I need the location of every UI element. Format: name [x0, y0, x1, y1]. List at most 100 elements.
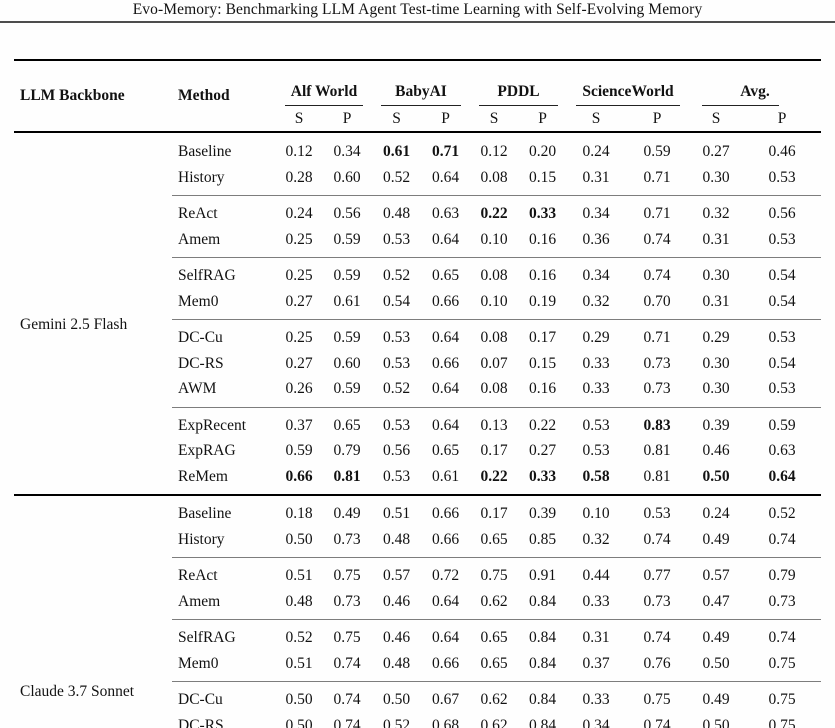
subcol-s: S — [372, 106, 421, 133]
metric-cell: 0.53 — [582, 442, 610, 459]
metric-cell: 0.75 — [625, 681, 690, 713]
metric-cell: 0.48 — [382, 530, 411, 548]
col-group-scienceworld: ScienceWorld — [567, 60, 689, 106]
metric-cell: 0.56 — [382, 442, 411, 459]
metric-cell: 0.74 — [333, 716, 361, 728]
metric-cell: 0.60 — [333, 354, 361, 372]
backbone-group: Claude 3.7 Sonnet Baseline 0.18 0.49 0.51 0.6… — [14, 494, 822, 728]
metric-cell: 0.74 — [743, 619, 822, 651]
metric-cell: 0.56 — [322, 195, 372, 227]
metric-cell: 0.74 — [643, 230, 671, 248]
metric-cell: 0.74 — [625, 257, 690, 289]
metric-cell: 0.49 — [689, 681, 744, 713]
table-row: SelfRAG 0.52 0.75 0.46 0.64 0.65 0.84 0.31 0.74 0… — [14, 619, 822, 651]
subcol-p: P — [322, 106, 372, 133]
metric-cell: 0.52 — [743, 494, 822, 527]
metric-cell: 0.81 — [643, 442, 671, 459]
paper-running-title: Evo-Memory: Benchmarking LLM Agent Test-… — [132, 1, 703, 18]
metric-cell: 0.54 — [382, 292, 411, 310]
metric-cell: 0.24 — [582, 143, 610, 160]
metric-cell: 0.74 — [643, 716, 671, 728]
metric-cell: 0.13 — [470, 406, 518, 438]
metric-cell: 0.36 — [582, 230, 610, 248]
results-table: LLM Backbone Method Alf World BabyAI PDD… — [14, 59, 822, 728]
metric-cell: 0.65 — [470, 619, 518, 651]
metric-cell: 0.84 — [518, 619, 568, 651]
method-cell: Mem0 — [178, 654, 219, 672]
metric-cell: 0.08 — [480, 168, 508, 186]
metric-cell: 0.53 — [382, 467, 411, 485]
method-cell: History — [178, 530, 225, 548]
metric-cell: 0.34 — [582, 716, 610, 728]
metric-cell: 0.25 — [285, 230, 313, 248]
metric-cell: 0.66 — [431, 530, 460, 548]
metric-cell: 0.64 — [431, 168, 460, 186]
metric-cell: 0.18 — [276, 494, 322, 527]
col-group-babyai: BabyAI — [372, 60, 470, 106]
metric-cell: 0.61 — [333, 292, 361, 310]
metric-cell: 0.61 — [382, 143, 411, 160]
metric-cell: 0.39 — [689, 406, 744, 438]
metric-cell: 0.53 — [625, 494, 690, 527]
table-row: History 0.50 0.73 0.48 0.66 0.65 0.85 0.32 0.74 0… — [14, 527, 821, 558]
table-row: DC-RS 0.27 0.60 0.53 0.66 0.07 0.15 0.33 0.73 0.3… — [14, 351, 821, 377]
metric-cell: 0.33 — [528, 467, 557, 485]
method-cell: DC-RS — [178, 354, 224, 372]
metric-cell: 0.85 — [528, 530, 557, 548]
metric-cell: 0.64 — [421, 319, 470, 351]
metric-cell: 0.30 — [689, 257, 744, 289]
metric-cell: 0.50 — [276, 681, 322, 713]
metric-cell: 0.39 — [518, 494, 568, 527]
metric-cell: 0.53 — [372, 406, 421, 438]
metric-cell: 0.71 — [431, 143, 460, 160]
group-label-avg: Avg. — [740, 83, 770, 100]
metric-cell: 0.33 — [582, 354, 610, 372]
metric-cell: 0.16 — [528, 380, 557, 397]
metric-cell: 0.50 — [285, 530, 313, 548]
table-row: DC-Cu 0.25 0.59 0.53 0.64 0.08 0.17 0.29 0.71 0.2… — [14, 319, 822, 351]
metric-cell: 0.62 — [480, 592, 508, 610]
col-header-llm-backbone: LLM Backbone — [14, 60, 172, 133]
metric-cell: 0.51 — [276, 557, 322, 589]
metric-cell: 0.07 — [480, 354, 508, 372]
metric-cell: 0.73 — [643, 354, 671, 372]
metric-cell: 0.64 — [431, 230, 460, 248]
metric-cell: 0.50 — [285, 716, 313, 728]
method-cell: Baseline — [172, 494, 276, 527]
metric-cell: 0.17 — [480, 442, 508, 459]
metric-cell: 0.48 — [382, 654, 411, 672]
metric-cell: 0.48 — [372, 195, 421, 227]
metric-cell: 0.12 — [480, 143, 508, 160]
metric-cell: 0.53 — [382, 230, 411, 248]
backbone-label: Gemini 2.5 Flash — [20, 315, 128, 333]
metric-cell: 0.10 — [480, 292, 508, 310]
metric-cell: 0.33 — [582, 380, 610, 397]
method-cell: Baseline — [178, 143, 232, 160]
method-cell: DC-RS — [178, 716, 224, 728]
metric-cell: 0.16 — [518, 257, 568, 289]
metric-cell: 0.29 — [567, 319, 626, 351]
metric-cell: 0.63 — [768, 442, 796, 459]
metric-cell: 0.49 — [689, 619, 744, 651]
metric-cell: 0.22 — [518, 406, 568, 438]
subcol-s: S — [689, 106, 744, 133]
metric-cell: 0.72 — [421, 557, 470, 589]
metric-cell: 0.65 — [480, 654, 508, 672]
table-row: DC-Cu 0.50 0.74 0.50 0.67 0.62 0.84 0.33 0.75 0.4… — [14, 681, 822, 713]
table-row: Mem0 0.51 0.74 0.48 0.66 0.65 0.84 0.37 0.76 0.50… — [14, 651, 821, 682]
metric-cell: 0.71 — [625, 319, 690, 351]
method-cell: Amem — [178, 592, 221, 610]
metric-cell: 0.65 — [480, 530, 508, 548]
metric-cell: 0.75 — [322, 619, 372, 651]
metric-cell: 0.33 — [582, 592, 610, 610]
metric-cell: 0.32 — [582, 530, 610, 548]
metric-cell: 0.74 — [643, 530, 671, 548]
metric-cell: 0.10 — [480, 230, 508, 248]
metric-cell: 0.52 — [276, 619, 322, 651]
group-label-scienceworld: ScienceWorld — [582, 83, 674, 100]
metric-cell: 0.08 — [470, 257, 518, 289]
metric-cell: 0.51 — [372, 494, 421, 527]
backbone-group: Gemini 2.5 Flash Baseline 0.12 0.34 0.61 0.71… — [14, 132, 822, 495]
method-cell: SelfRAG — [172, 619, 276, 651]
